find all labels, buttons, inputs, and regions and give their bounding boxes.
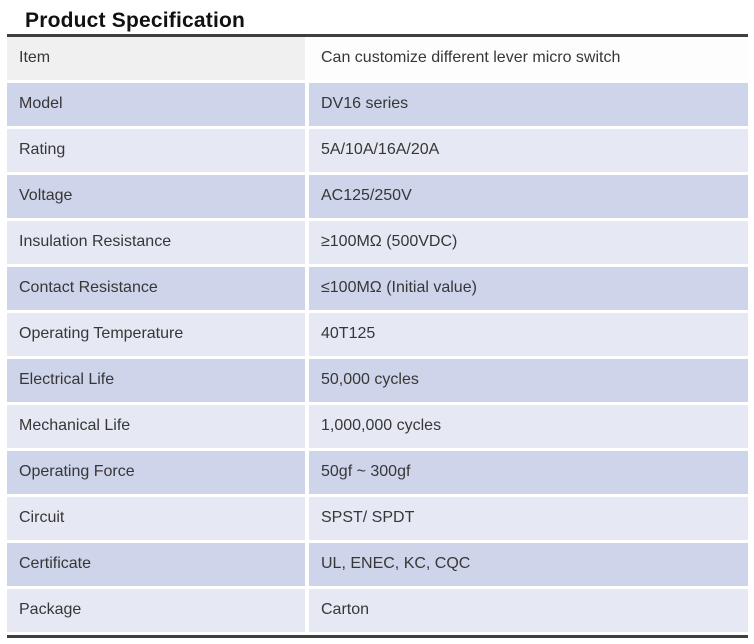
table-row: Insulation Resistance ≥100MΩ (500VDC) <box>7 221 748 264</box>
row-value-cell: ≥100MΩ (500VDC) <box>309 221 748 264</box>
spec-table: Item Can customize different lever micro… <box>7 34 748 638</box>
row-label-cell: Electrical Life <box>7 359 305 402</box>
row-label-cell: Circuit <box>7 497 305 540</box>
row-value-cell: DV16 series <box>309 83 748 126</box>
table-row: Voltage AC125/250V <box>7 175 748 218</box>
row-value-cell: ≤100MΩ (Initial value) <box>309 267 748 310</box>
row-value-cell: 50,000 cycles <box>309 359 748 402</box>
row-label-cell: Operating Force <box>7 451 305 494</box>
row-value-cell: 50gf ~ 300gf <box>309 451 748 494</box>
table-row: Certificate UL, ENEC, KC, CQC <box>7 543 748 586</box>
table-row: Rating 5A/10A/16A/20A <box>7 129 748 172</box>
table-row: Mechanical Life 1,000,000 cycles <box>7 405 748 448</box>
row-value-cell: UL, ENEC, KC, CQC <box>309 543 748 586</box>
table-row: Operating Force 50gf ~ 300gf <box>7 451 748 494</box>
table-row: Contact Resistance ≤100MΩ (Initial value… <box>7 267 748 310</box>
row-label-cell: Item <box>7 37 305 80</box>
page-title: Product Specification <box>25 9 246 32</box>
table-row: Electrical Life 50,000 cycles <box>7 359 748 402</box>
row-label-cell: Insulation Resistance <box>7 221 305 264</box>
row-value-cell: 5A/10A/16A/20A <box>309 129 748 172</box>
row-label-cell: Mechanical Life <box>7 405 305 448</box>
row-value-cell: AC125/250V <box>309 175 748 218</box>
row-label-cell: Operating Temperature <box>7 313 305 356</box>
row-label-cell: Model <box>7 83 305 126</box>
row-label-cell: Certificate <box>7 543 305 586</box>
row-value-cell: 1,000,000 cycles <box>309 405 748 448</box>
row-label-cell: Package <box>7 589 305 632</box>
row-value-cell: Carton <box>309 589 748 632</box>
table-row: Model DV16 series <box>7 83 748 126</box>
table-row: Circuit SPST/ SPDT <box>7 497 748 540</box>
table-row: Item Can customize different lever micro… <box>7 37 748 80</box>
row-value-cell: 40T125 <box>309 313 748 356</box>
table-row: Package Carton <box>7 589 748 632</box>
table-row: Operating Temperature 40T125 <box>7 313 748 356</box>
row-value-cell: SPST/ SPDT <box>309 497 748 540</box>
row-value-cell: Can customize different lever micro swit… <box>309 37 748 80</box>
row-label-cell: Voltage <box>7 175 305 218</box>
row-label-cell: Rating <box>7 129 305 172</box>
row-label-cell: Contact Resistance <box>7 267 305 310</box>
